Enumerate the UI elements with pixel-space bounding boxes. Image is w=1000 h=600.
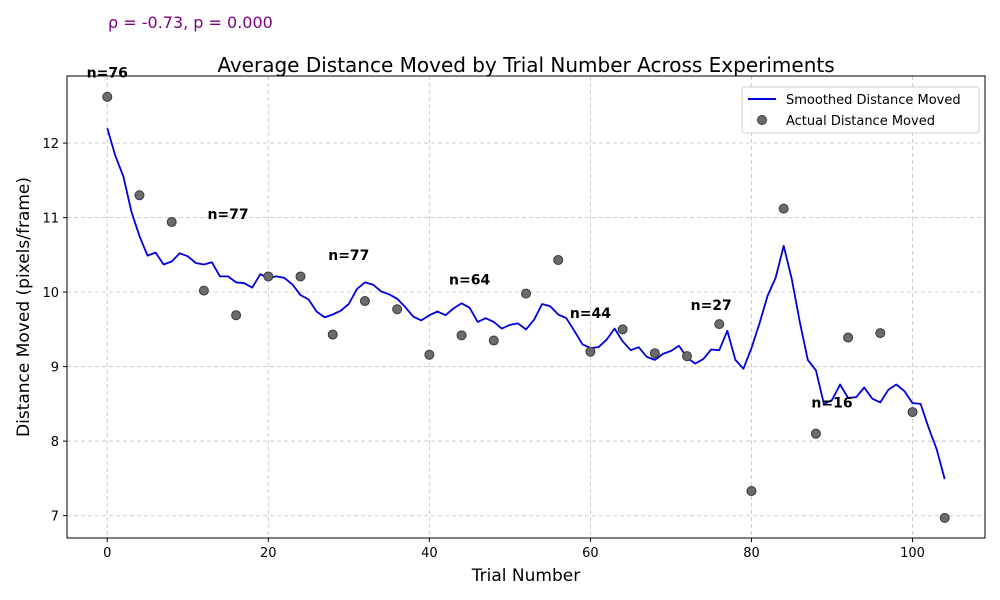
actual-distance-point <box>327 329 338 340</box>
x-tick-label: 40 <box>421 546 438 561</box>
y-tick-label: 8 <box>51 435 59 450</box>
y-axis-title: Distance Moved (pixels/frame) <box>14 177 34 437</box>
chart-title: Average Distance Moved by Trial Number A… <box>217 53 834 77</box>
axis-ticks: 0 20 40 60 80 100 7 8 9 10 11 12 <box>42 137 924 561</box>
legend-point-swatch <box>757 115 767 125</box>
actual-distance-point <box>778 203 789 214</box>
legend-box <box>741 86 980 134</box>
y-tick-label: 10 <box>42 286 59 301</box>
x-tick-label: 20 <box>260 546 277 561</box>
y-tick-label: 9 <box>51 361 59 376</box>
actual-distance-point <box>134 190 145 201</box>
sample-size-label: n=77 <box>328 248 369 264</box>
actual-distance-point <box>102 91 113 102</box>
actual-distance-point <box>682 351 693 362</box>
sample-size-label: n=76 <box>87 65 128 81</box>
actual-distance-point <box>488 335 499 346</box>
actual-distance-point <box>521 288 531 299</box>
y-tick-label: 12 <box>42 137 59 152</box>
actual-distance-point <box>424 349 435 360</box>
correlation-stats: ρ = -0.73, p = 0.000 <box>108 13 273 32</box>
actual-distance-point <box>843 332 854 343</box>
legend-label-smoothed: Smoothed Distance Moved <box>786 93 961 108</box>
actual-distance-point <box>392 304 403 315</box>
sample-size-label: n=64 <box>449 272 490 288</box>
y-tick-label: 7 <box>51 510 59 525</box>
actual-distance-point <box>359 296 370 307</box>
actual-distance-point <box>714 319 725 330</box>
y-tick-label: 11 <box>42 212 59 227</box>
smoothed-distance-line <box>106 127 946 480</box>
plot-points <box>102 91 950 523</box>
actual-distance-point <box>456 330 467 341</box>
actual-distance-point <box>907 407 918 418</box>
actual-distance-point <box>263 271 274 282</box>
actual-distance-point <box>585 346 596 357</box>
x-tick-label: 60 <box>582 546 599 561</box>
legend-label-actual: Actual Distance Moved <box>786 114 935 129</box>
x-axis-title: Trial Number <box>471 566 580 586</box>
sample-size-label: n=77 <box>207 207 248 223</box>
axes-frame <box>66 75 986 539</box>
sample-size-label: n=44 <box>570 306 611 322</box>
actual-distance-point <box>810 428 821 439</box>
actual-distance-point <box>746 486 757 497</box>
sample-size-annotations: n=76 n=77 n=77 n=64 n=44 n=27 n=16 <box>87 65 853 411</box>
actual-distance-point <box>231 310 242 321</box>
sample-size-label: n=27 <box>691 298 732 314</box>
legend: Smoothed Distance Moved Actual Distance … <box>741 86 980 134</box>
actual-distance-point <box>166 217 177 228</box>
actual-distance-point <box>295 271 306 282</box>
actual-distance-point <box>617 324 628 335</box>
actual-distance-point <box>553 255 564 266</box>
x-tick-label: 100 <box>900 546 925 561</box>
sample-size-label: n=16 <box>811 395 852 411</box>
actual-distance-point <box>198 285 209 296</box>
actual-distance-point <box>875 328 886 339</box>
x-tick-label: 0 <box>103 546 111 561</box>
plot-lines <box>106 127 946 480</box>
actual-distance-point <box>939 512 950 523</box>
actual-distance-point <box>649 348 660 359</box>
x-tick-label: 80 <box>743 546 760 561</box>
